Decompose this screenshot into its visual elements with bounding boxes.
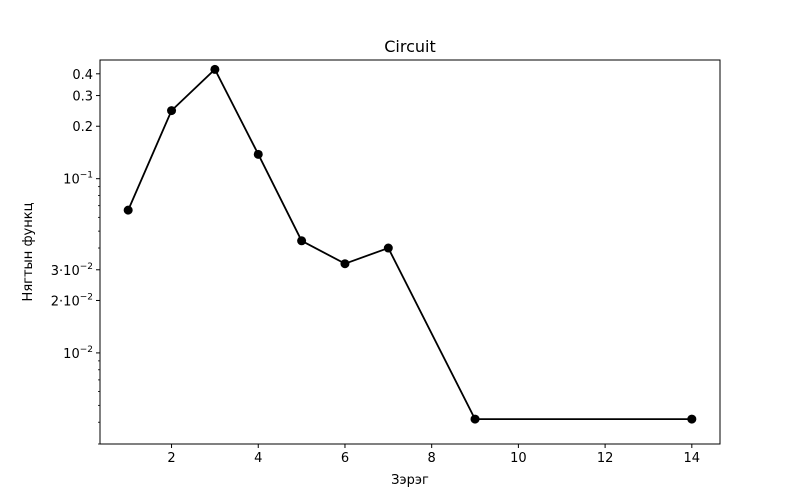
x-tick-label: 14 <box>684 451 701 466</box>
x-tick-label: 12 <box>597 451 614 466</box>
data-point <box>167 106 177 116</box>
x-tick-label: 6 <box>341 451 349 466</box>
y-tick-label: 10−1 <box>63 171 93 188</box>
x-tick-label: 8 <box>428 451 436 466</box>
x-axis-label: Зэрэг <box>391 473 429 488</box>
data-point <box>383 243 393 253</box>
data-point <box>297 236 307 246</box>
data-point <box>210 64 220 74</box>
x-tick-label: 10 <box>510 451 527 466</box>
data-point <box>470 414 480 424</box>
x-tick-label: 4 <box>254 451 262 466</box>
y-tick-label: 0.4 <box>72 68 93 83</box>
y-axis: 0.4 0.3 0.2 10−1 3·10−2 2·10−2 10−2 <box>51 68 100 362</box>
plot-area <box>99 59 721 445</box>
y-tick-label: 0.2 <box>72 120 93 135</box>
y-minor-ticks <box>98 186 100 445</box>
y-tick-label: 2·10−2 <box>51 292 93 309</box>
y-tick-label: 10−2 <box>63 345 93 362</box>
data-point <box>687 414 697 424</box>
x-tick-label: 2 <box>167 451 175 466</box>
data-point <box>123 205 133 215</box>
series-line <box>127 67 692 420</box>
y-axis-label: Нягтын функц <box>21 202 36 301</box>
y-tick-label: 0.3 <box>72 90 93 105</box>
chart-title: Circuit <box>384 37 436 56</box>
y-tick-label: 3·10−2 <box>51 262 93 279</box>
data-point <box>340 259 350 269</box>
series-markers <box>123 64 697 424</box>
plot-frame <box>99 59 721 445</box>
x-axis: 2 4 6 8 10 12 14 <box>167 444 700 466</box>
data-point <box>253 149 263 159</box>
